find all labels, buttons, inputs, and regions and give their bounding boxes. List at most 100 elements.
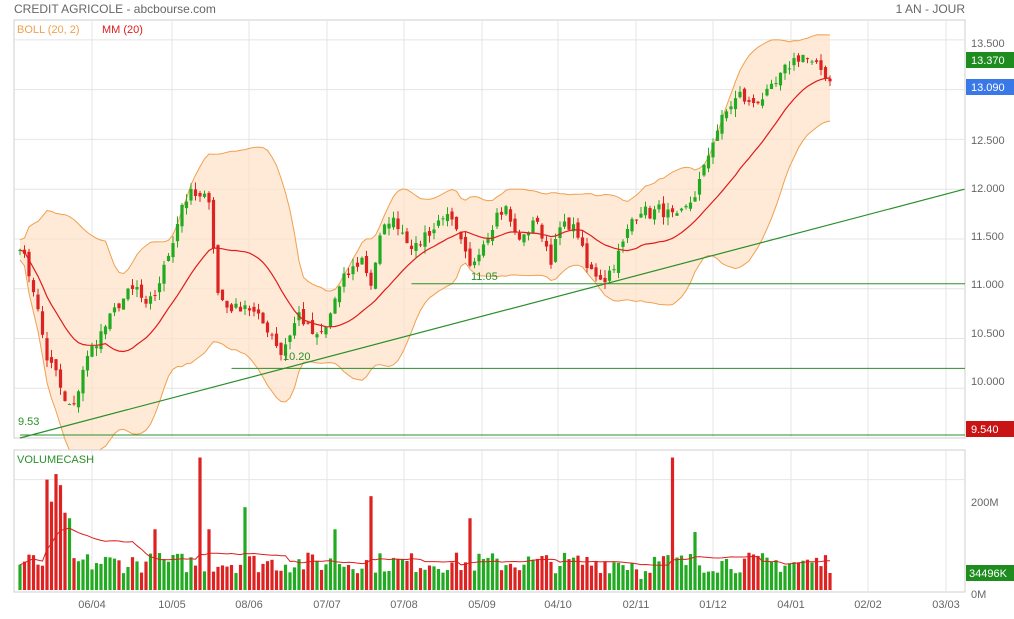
candle-body	[139, 284, 144, 298]
volume-bar	[441, 572, 445, 590]
volume-bar	[657, 561, 661, 590]
volume-bar	[153, 529, 157, 590]
candle-body	[697, 179, 702, 195]
candle-body	[603, 277, 607, 283]
volume-bar	[333, 529, 337, 590]
candle-body	[508, 209, 513, 222]
volume-bar	[495, 558, 499, 590]
candle-body	[778, 72, 783, 86]
candle-body	[598, 275, 603, 280]
candle-body	[490, 229, 495, 241]
volume-bar	[634, 569, 639, 590]
volume-bar	[819, 566, 823, 590]
volume-bar	[643, 571, 648, 590]
volume-bar	[243, 507, 247, 590]
price-tick: 11.000	[971, 279, 1004, 291]
candle-body	[643, 206, 648, 216]
volume-bar	[733, 573, 738, 590]
volume-bar	[108, 557, 112, 590]
volume-bar	[238, 564, 243, 590]
candle-body	[594, 267, 598, 277]
candle-body	[544, 240, 549, 247]
volume-bar	[126, 566, 130, 590]
candle-body	[724, 111, 729, 119]
volume-bar	[630, 562, 634, 590]
candle-body	[787, 68, 792, 70]
volume-bar	[783, 565, 787, 590]
volume-bar	[387, 571, 391, 590]
volume-bar	[22, 561, 27, 590]
candle-body	[657, 204, 661, 210]
volume-bar	[499, 570, 504, 590]
volume-bar	[810, 562, 814, 590]
candle-body	[274, 333, 279, 347]
candle-body	[760, 99, 765, 106]
candle-body	[432, 229, 436, 234]
trend-line	[19, 188, 965, 439]
candle-body	[81, 369, 85, 394]
volume-bar	[229, 565, 234, 590]
volume-bar	[382, 571, 387, 590]
volume-bar	[409, 553, 414, 590]
volume-bar	[549, 561, 553, 590]
candle-body	[247, 308, 252, 311]
candle-body	[288, 335, 292, 342]
candle-body	[301, 308, 306, 325]
candle-body	[756, 101, 760, 104]
candle-body	[382, 224, 387, 235]
candle-body	[202, 193, 207, 197]
x-tick-label: 04/01	[777, 599, 805, 611]
low-price-badge-text: 9.540	[971, 424, 999, 436]
volume-bar	[702, 572, 706, 590]
volume-bar	[751, 554, 756, 590]
volume-bar	[526, 556, 531, 590]
volume-bar	[360, 568, 364, 590]
candle-body	[486, 239, 490, 243]
x-tick-label: 07/07	[313, 599, 341, 611]
volume-bar	[103, 556, 108, 590]
volume-bar	[378, 553, 382, 590]
candle-body	[751, 98, 756, 104]
candle-body	[715, 130, 720, 141]
volume-bar	[270, 559, 274, 590]
volume-bars	[18, 457, 832, 590]
candle-body	[580, 237, 585, 246]
volume-bar	[337, 564, 342, 590]
volume-bar	[747, 552, 751, 590]
volume-bar	[774, 560, 778, 590]
volume-bar	[639, 578, 643, 590]
x-tick-label: 02/11	[623, 599, 650, 611]
volume-bar	[180, 553, 184, 590]
x-axis: 06/04 10/05 08/06 07/07 07/08 05/09 04/1…	[78, 599, 960, 611]
candle-body	[463, 236, 468, 252]
high-price-badge	[966, 52, 1014, 68]
legend-mm: MM (20)	[102, 24, 143, 36]
candle-body	[742, 88, 747, 102]
volume-ma-line	[19, 527, 830, 566]
volume-bar	[256, 572, 261, 590]
volume-badge-text: 34496K	[969, 568, 1008, 580]
candle-body	[27, 251, 31, 277]
volume-bar	[99, 563, 103, 590]
candle-body	[216, 245, 220, 293]
volume-bar	[760, 553, 765, 590]
volume-bar	[148, 553, 153, 590]
volume-bar	[265, 561, 270, 590]
candle-body	[405, 231, 409, 244]
support-levels	[20, 283, 965, 436]
candle-body	[112, 307, 117, 313]
candle-body	[774, 83, 778, 85]
volume-bar	[504, 565, 508, 590]
candle-body	[148, 296, 153, 304]
volume-bar	[486, 557, 490, 590]
candle-body	[324, 326, 328, 335]
volume-bar	[472, 570, 477, 590]
candle-body	[454, 216, 459, 230]
volume-bar	[45, 479, 49, 590]
candle-body	[567, 217, 571, 230]
volume-bar	[112, 558, 117, 590]
volume-bar	[567, 559, 571, 590]
candle-body	[499, 211, 504, 215]
volume-bar	[706, 571, 711, 590]
